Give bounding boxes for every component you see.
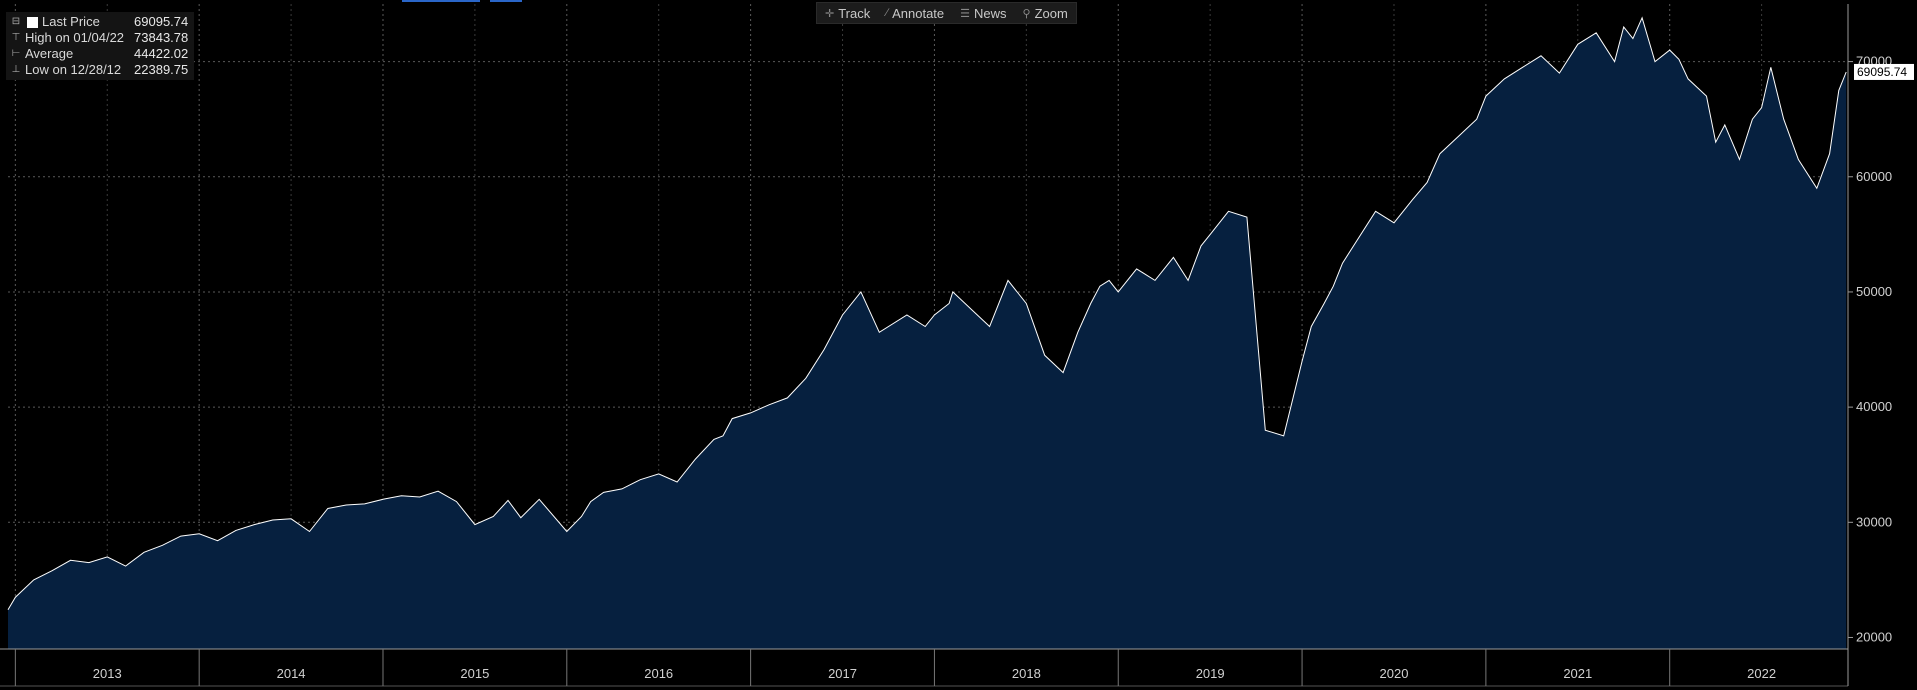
y-tick-label: 20000: [1856, 629, 1892, 644]
track-label: Track: [838, 5, 871, 21]
x-tick-label: 2016: [644, 666, 673, 681]
y-tick-label: 30000: [1856, 514, 1892, 529]
x-tick-label: 2021: [1563, 666, 1592, 681]
x-tick-label: 2018: [1012, 666, 1041, 681]
last-price-value: 69095.74: [134, 14, 189, 29]
annotate-button[interactable]: ∕ Annotate: [878, 3, 952, 23]
crosshair-icon: ✛: [825, 7, 835, 20]
y-tick-label: 50000: [1856, 284, 1892, 299]
top-accent-bar-left: [402, 0, 480, 2]
news-button[interactable]: ☰ News: [952, 3, 1014, 23]
annotate-label: Annotate: [892, 5, 945, 21]
zoom-button[interactable]: ⚲ Zoom: [1015, 3, 1076, 23]
legend-low[interactable]: ⊥ Low on 12/28/12 22389.75: [10, 62, 189, 78]
average-label: Average: [25, 46, 74, 61]
high-label: High on 01/04/22: [25, 30, 125, 45]
legend-last-price[interactable]: ⊟ Last Price 69095.74: [10, 14, 188, 30]
legend-average[interactable]: ⊢ Average 44422.02: [10, 46, 189, 62]
track-button[interactable]: ✛ Track: [817, 3, 878, 23]
chart-axes: [0, 4, 1853, 687]
last-price-marker: 69095.74: [1854, 63, 1914, 80]
low-label: Low on 12/28/12: [25, 62, 122, 77]
x-tick-label: 2017: [828, 666, 857, 681]
x-tick-label: 2013: [93, 666, 122, 681]
last-price-box: [1854, 63, 1914, 80]
x-tick-label: 2019: [1196, 666, 1225, 681]
last-price-swatch: [27, 16, 38, 28]
news-label: News: [974, 5, 1007, 21]
price-area-fill: [8, 17, 1847, 650]
low-marker-icon: ⊥: [11, 64, 21, 75]
last-price-label: Last Price: [42, 14, 100, 29]
x-axis-labels: 2013 2014 2015 2016 2017 2018 2019 2020 2021 2022: [93, 666, 1776, 681]
top-accent-bar-right: [490, 0, 522, 2]
chart-legend[interactable]: ⊟ Last Price 69095.74 ⊤ High on 01/04/22…: [6, 12, 195, 80]
average-marker-icon: ⊢: [11, 48, 21, 59]
x-tick-label: 2015: [460, 666, 489, 681]
collapse-icon[interactable]: ⊟: [11, 16, 21, 27]
legend-high[interactable]: ⊤ High on 01/04/22 73843.78: [10, 30, 189, 46]
news-icon: ☰: [960, 7, 971, 20]
x-tick-label: 2020: [1380, 666, 1409, 681]
magnifier-icon: ⚲: [1022, 7, 1031, 20]
price-line: [7, 16, 1847, 611]
low-value: 22389.75: [134, 62, 189, 77]
chart-toolbar: ✛ Track ∕ Annotate ☰ News ⚲ Zoom: [816, 2, 1077, 24]
y-tick-label: 60000: [1856, 169, 1892, 184]
average-value: 44422.02: [134, 46, 189, 61]
pencil-icon: ∕: [886, 7, 889, 19]
high-marker-icon: ⊤: [11, 32, 21, 43]
high-value: 73843.78: [134, 30, 189, 45]
zoom-label: Zoom: [1034, 5, 1068, 21]
x-tick-label: 2022: [1747, 666, 1776, 681]
y-tick-label: 40000: [1856, 399, 1892, 414]
x-tick-label: 2014: [277, 666, 306, 681]
last-price-tag: 69095.74: [1857, 65, 1907, 79]
